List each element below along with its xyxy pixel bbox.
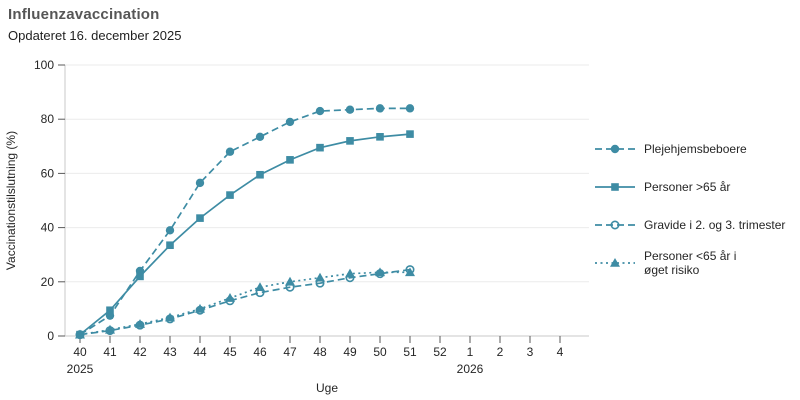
series-1	[76, 130, 414, 339]
svg-text:40: 40	[41, 221, 55, 235]
svg-text:0: 0	[47, 329, 54, 343]
svg-text:48: 48	[313, 345, 327, 359]
svg-text:1: 1	[467, 345, 474, 359]
legend-label-gravide: Gravide i 2. og 3. trimester	[644, 217, 786, 232]
svg-text:50: 50	[373, 345, 387, 359]
svg-text:49: 49	[343, 345, 357, 359]
svg-text:45: 45	[223, 345, 237, 359]
svg-text:Uge: Uge	[316, 381, 338, 395]
svg-text:2025: 2025	[67, 362, 94, 376]
legend-label-personer-over-65: Personer >65 år	[644, 179, 731, 194]
svg-text:43: 43	[163, 345, 177, 359]
svg-text:4: 4	[557, 345, 564, 359]
legend-swatch-dashed-open-circle-icon	[595, 220, 635, 230]
svg-text:52: 52	[433, 345, 447, 359]
svg-text:42: 42	[133, 345, 147, 359]
svg-text:100: 100	[34, 58, 54, 72]
legend-label-plejehjemsbeboere: Plejehjemsbeboere	[644, 141, 747, 156]
svg-text:41: 41	[103, 345, 117, 359]
svg-text:51: 51	[403, 345, 417, 359]
series-2	[75, 265, 415, 340]
chart-subtitle: Opdateret 16. december 2025	[8, 28, 182, 43]
gridlines	[65, 64, 589, 283]
svg-text:44: 44	[193, 345, 207, 359]
legend-swatch-solid-square-icon	[595, 183, 635, 191]
svg-text:2: 2	[497, 345, 504, 359]
svg-text:60: 60	[41, 166, 55, 180]
svg-text:40: 40	[73, 345, 87, 359]
legend-item-plejehjemsbeboere[interactable]: Plejehjemsbeboere	[595, 130, 795, 168]
svg-text:47: 47	[283, 345, 297, 359]
svg-text:3: 3	[527, 345, 534, 359]
legend-item-personer-under-65-risiko[interactable]: Personer <65 år i øget risiko	[595, 244, 795, 282]
legend-item-gravide[interactable]: Gravide i 2. og 3. trimester	[595, 206, 795, 244]
svg-text:20: 20	[41, 275, 55, 289]
svg-text:80: 80	[41, 112, 55, 126]
legend: Plejehjemsbeboere Personer >65 år Gravid…	[595, 130, 795, 282]
chart-title: Influenzavaccination	[8, 6, 160, 23]
legend-label-personer-under-65-risiko: Personer <65 år i øget risiko	[644, 248, 737, 277]
legend-swatch-dashed-circle-icon	[595, 144, 635, 154]
svg-text:46: 46	[253, 345, 267, 359]
svg-text:Vaccinationstilslutning (%): Vaccinationstilslutning (%)	[4, 131, 18, 270]
legend-item-personer-over-65[interactable]: Personer >65 år	[595, 168, 795, 206]
legend-swatch-dotted-triangle-icon	[595, 258, 635, 267]
svg-text:2026: 2026	[457, 362, 484, 376]
series-3	[75, 267, 415, 339]
